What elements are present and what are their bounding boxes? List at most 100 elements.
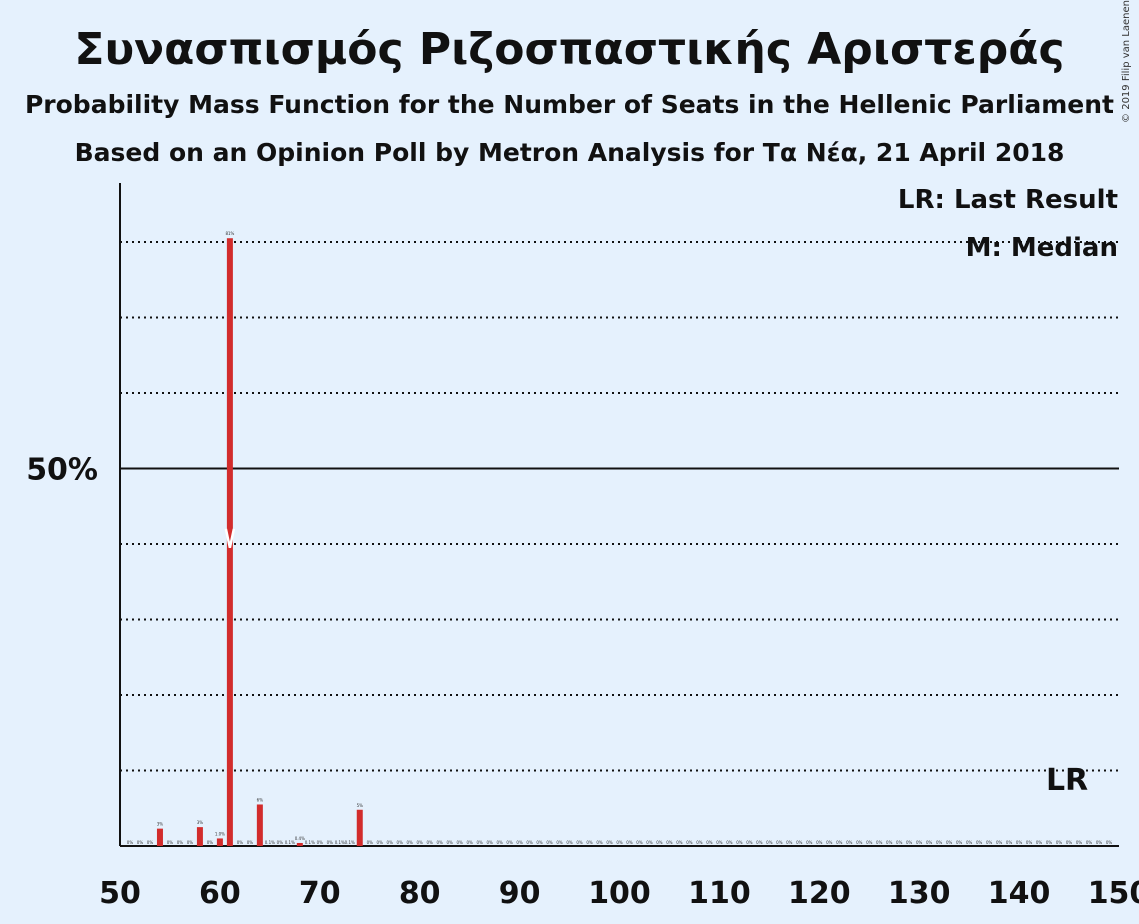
bar — [296, 842, 303, 846]
bar-value-label: 0% — [1056, 840, 1063, 845]
legend-last-result: LR: Last Result — [897, 185, 1118, 215]
bar-value-label: 0% — [1076, 840, 1083, 845]
bar-value-label: 0% — [427, 840, 434, 845]
bar-value-label: 0.1% — [285, 840, 295, 845]
bar-value-label: 0% — [397, 840, 404, 845]
bar-value-label: 0% — [696, 840, 703, 845]
legend-median: M: Median — [965, 233, 1118, 263]
bar — [256, 804, 263, 846]
bar-value-label: 0% — [826, 840, 833, 845]
bar-value-label: 0% — [956, 840, 963, 845]
bar-value-label: 0.1% — [335, 840, 345, 845]
bar-value-label: 0.1% — [305, 840, 315, 845]
bar-value-label: 0% — [816, 840, 823, 845]
bar-value-label: 0.1% — [345, 840, 355, 845]
bar-value-label: 0% — [576, 840, 583, 845]
bar-value-label: 0% — [1086, 840, 1093, 845]
bar-value-label: 0% — [746, 840, 753, 845]
bar-value-label: 0% — [676, 840, 683, 845]
bar-value-label: 0% — [387, 840, 394, 845]
bar-value-label: 0% — [686, 840, 693, 845]
bar-value-label: 0% — [706, 840, 713, 845]
bar-value-label: 3% — [197, 820, 204, 825]
x-tick-label: 100 — [588, 876, 651, 911]
bar-value-label: 0% — [716, 840, 723, 845]
bar-value-label: 0% — [377, 840, 384, 845]
chart-title: Συνασπισμός Ριζοσπαστικής Αριστεράς — [74, 24, 1065, 75]
bar-value-label: 1.0% — [215, 831, 225, 836]
bar-value-label: 0% — [726, 840, 733, 845]
chart-subtitle: Probability Mass Function for the Number… — [24, 90, 1115, 119]
bar-value-label: 0.1% — [265, 840, 275, 845]
bar-value-label: 0% — [936, 840, 943, 845]
bar-value-label: 0% — [1016, 840, 1023, 845]
bar-value-label: 0% — [437, 840, 444, 845]
bar-value-label: 0% — [946, 840, 953, 845]
x-tick-label: 140 — [988, 876, 1051, 911]
bar-value-label: 0% — [456, 840, 463, 845]
bar-value-label: 0% — [906, 840, 913, 845]
bar-value-label: 0% — [806, 840, 813, 845]
bar-value-label: 0% — [666, 840, 673, 845]
x-tick-label: 120 — [788, 876, 851, 911]
bar-value-label: 0% — [536, 840, 543, 845]
bar-value-label: 0% — [177, 840, 184, 845]
bar-value-label: 0% — [586, 840, 593, 845]
bar-value-label: 0% — [247, 840, 254, 845]
bar-value-label: 0% — [1036, 840, 1043, 845]
x-tick-label: 150 — [1088, 876, 1139, 911]
bar-value-label: 0% — [996, 840, 1003, 845]
bar-value-label: 6% — [257, 797, 264, 802]
bar-value-label: 0% — [187, 840, 194, 845]
bar-value-label: 0% — [417, 840, 424, 845]
bar-value-label: 0% — [526, 840, 533, 845]
bar-value-label: 0% — [926, 840, 933, 845]
x-tick-label: 90 — [499, 876, 541, 911]
bar-value-label: 0% — [506, 840, 513, 845]
bar-value-label: 0.4% — [295, 836, 305, 841]
bar-value-label: 0% — [736, 840, 743, 845]
x-tick-label: 70 — [299, 876, 341, 911]
x-tick-label: 50 — [99, 876, 141, 911]
bar-value-label: 0% — [237, 840, 244, 845]
x-tick-label: 130 — [888, 876, 951, 911]
bar — [216, 838, 223, 846]
bar-value-label: 0% — [656, 840, 663, 845]
bar-value-label: 0% — [327, 840, 334, 845]
bar-value-label: 0% — [646, 840, 653, 845]
bar-value-label: 0% — [207, 840, 214, 845]
bar-value-label: 0% — [796, 840, 803, 845]
chart-subtitle-source: Based on an Opinion Poll by Metron Analy… — [74, 138, 1065, 167]
bar-value-label: 0% — [786, 840, 793, 845]
x-tick-label: 60 — [199, 876, 241, 911]
bar-value-label: 0% — [766, 840, 773, 845]
bar-value-label: 0% — [616, 840, 623, 845]
x-tick-label: 110 — [688, 876, 751, 911]
bar-value-label: 0% — [1026, 840, 1033, 845]
bar-value-label: 0% — [1096, 840, 1103, 845]
bar — [156, 828, 163, 846]
bar-value-label: 0% — [1066, 840, 1073, 845]
bar-value-label: 0% — [856, 840, 863, 845]
bar-value-label: 0% — [756, 840, 763, 845]
bar-value-label: 0% — [476, 840, 483, 845]
bar-value-label: 0% — [876, 840, 883, 845]
bar-value-label: 0% — [277, 840, 284, 845]
bar-value-label: 0% — [836, 840, 843, 845]
x-tick-label: 80 — [399, 876, 441, 911]
bar-value-label: 0% — [407, 840, 414, 845]
bar-value-label: 5% — [357, 803, 364, 808]
bar-value-label: 3% — [157, 822, 164, 827]
bar-value-label: 0% — [636, 840, 643, 845]
bar-value-label: 0% — [496, 840, 503, 845]
bar-value-label: 0% — [317, 840, 324, 845]
bar-value-label: 0% — [566, 840, 573, 845]
bar-value-label: 0% — [896, 840, 903, 845]
y-tick-label: 50% — [26, 453, 98, 488]
last-result-label: LR — [1046, 763, 1088, 798]
bar-value-label: 0% — [776, 840, 783, 845]
bar-value-label: 0% — [147, 840, 154, 845]
bar-value-label: 0% — [1106, 840, 1113, 845]
bar-value-label: 0% — [606, 840, 613, 845]
